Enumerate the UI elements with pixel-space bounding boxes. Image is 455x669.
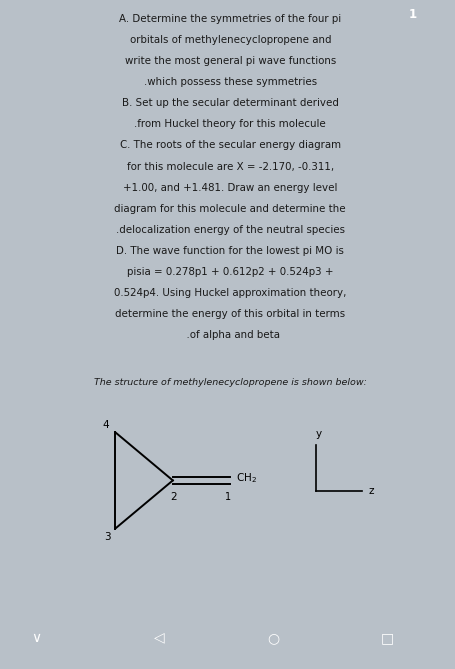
Text: 3: 3 bbox=[104, 532, 110, 542]
Text: +1.00, and +1.481. Draw an energy level: +1.00, and +1.481. Draw an energy level bbox=[123, 183, 337, 193]
Text: for this molecule are X = -2.170, -0.311,: for this molecule are X = -2.170, -0.311… bbox=[126, 161, 333, 171]
Text: C. The roots of the secular energy diagram: C. The roots of the secular energy diagr… bbox=[120, 140, 340, 151]
Text: y: y bbox=[315, 429, 321, 439]
Text: .from Huckel theory for this molecule: .from Huckel theory for this molecule bbox=[134, 120, 325, 130]
Text: CH$_2$: CH$_2$ bbox=[235, 472, 256, 485]
Text: □: □ bbox=[380, 631, 393, 645]
Text: orbitals of methylenecyclopropene and: orbitals of methylenecyclopropene and bbox=[129, 35, 330, 45]
Text: B. Set up the secular determinant derived: B. Set up the secular determinant derive… bbox=[121, 98, 338, 108]
Text: 2: 2 bbox=[170, 492, 177, 502]
Text: 0.524p4. Using Huckel approximation theory,: 0.524p4. Using Huckel approximation theo… bbox=[114, 288, 346, 298]
Text: z: z bbox=[368, 486, 374, 496]
Text: D. The wave function for the lowest pi MO is: D. The wave function for the lowest pi M… bbox=[116, 246, 344, 256]
Text: 1: 1 bbox=[225, 492, 231, 502]
Text: write the most general pi wave functions: write the most general pi wave functions bbox=[124, 56, 335, 66]
Text: 4: 4 bbox=[102, 420, 109, 430]
Text: ○: ○ bbox=[267, 631, 279, 645]
Text: .of alpha and beta: .of alpha and beta bbox=[180, 330, 280, 340]
Text: determine the energy of this orbital in terms: determine the energy of this orbital in … bbox=[115, 308, 344, 318]
Text: ◁: ◁ bbox=[154, 631, 165, 645]
Text: .delocalization energy of the neutral species: .delocalization energy of the neutral sp… bbox=[116, 225, 344, 235]
Text: The structure of methylenecyclopropene is shown below:: The structure of methylenecyclopropene i… bbox=[94, 378, 366, 387]
Text: A. Determine the symmetries of the four pi: A. Determine the symmetries of the four … bbox=[119, 14, 341, 24]
Text: 1: 1 bbox=[408, 7, 416, 21]
Text: .which possess these symmetries: .which possess these symmetries bbox=[143, 78, 316, 88]
Text: pisia = 0.278p1 + 0.612p2 + 0.524p3 +: pisia = 0.278p1 + 0.612p2 + 0.524p3 + bbox=[127, 267, 333, 277]
Text: diagram for this molecule and determine the: diagram for this molecule and determine … bbox=[114, 203, 345, 213]
Text: ∨: ∨ bbox=[31, 631, 41, 645]
